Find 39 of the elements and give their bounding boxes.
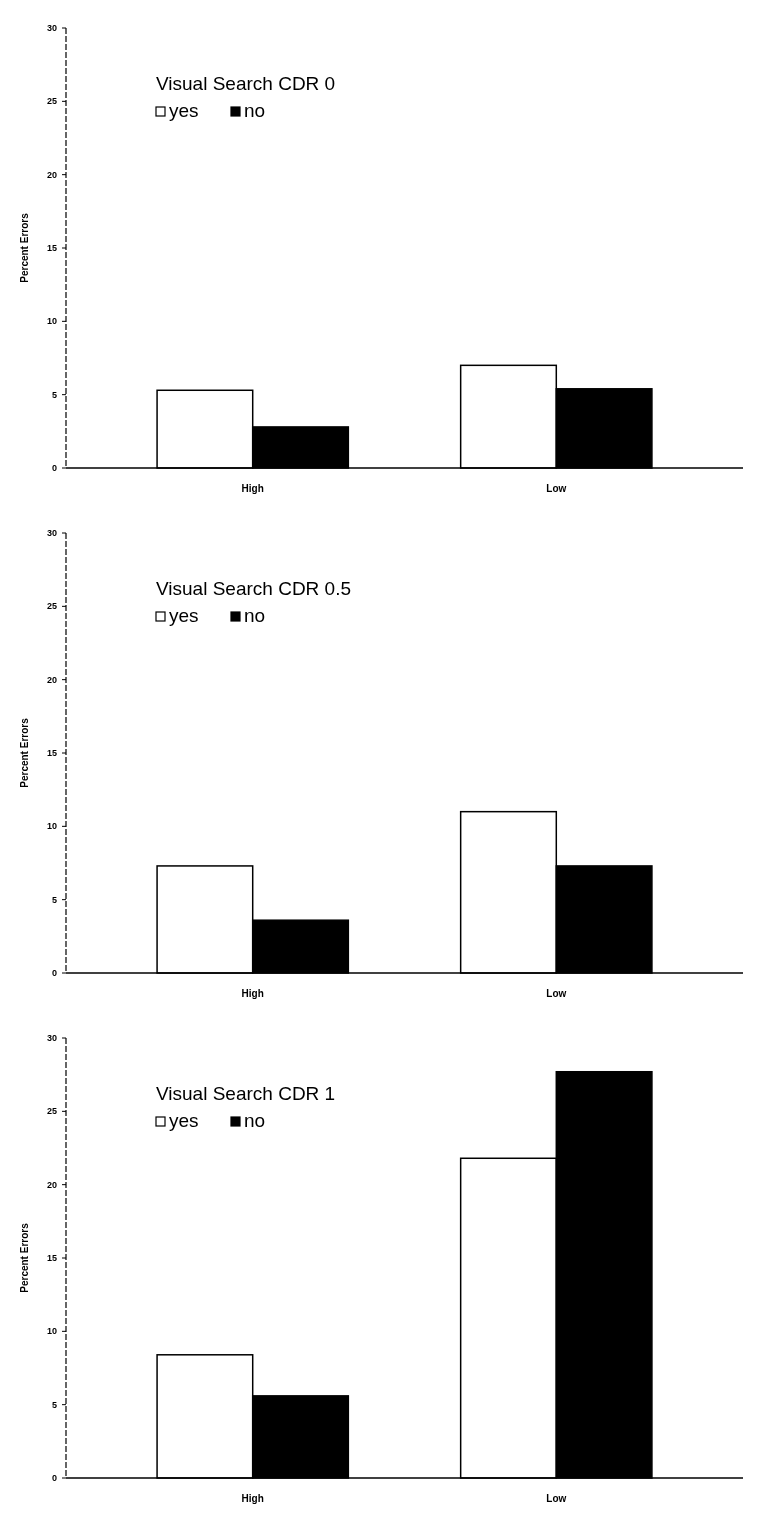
legend-label: yes (169, 605, 199, 626)
x-tick-label: High (241, 988, 264, 999)
y-tick-label: 5 (51, 1399, 57, 1410)
y-tick-label: 0 (51, 1473, 57, 1484)
x-tick-label: High (241, 1493, 264, 1504)
y-axis-title: Percent Errors (19, 1222, 30, 1293)
y-tick-label: 20 (46, 1179, 57, 1190)
y-tick-label: 10 (46, 1326, 57, 1337)
x-tick-label: High (241, 483, 264, 494)
text: Visual Search CDR 0.5 (156, 578, 352, 599)
y-tick-label: 30 (46, 23, 57, 34)
y-tick-label: 30 (46, 1033, 57, 1044)
y-tick-label: 0 (51, 463, 57, 474)
y-axis-title: Percent Errors (19, 717, 30, 788)
legend-label: no (244, 605, 266, 626)
y-tick-label: 0 (51, 968, 57, 979)
y-tick-label: 25 (46, 601, 57, 612)
y-tick-label: 10 (46, 821, 57, 832)
y-tick-label: 25 (46, 1106, 57, 1117)
x-tick-label: Low (546, 988, 567, 999)
y-tick-label: 15 (46, 243, 57, 254)
y-tick-label: 15 (46, 748, 57, 759)
y-tick-label: 30 (46, 528, 57, 539)
y-tick-label: 10 (46, 316, 57, 327)
x-tick-label: Low (546, 1493, 567, 1504)
text: Visual Search CDR 1 (156, 1083, 336, 1104)
y-tick-label: 5 (51, 389, 57, 400)
y-tick-label: 20 (46, 169, 57, 180)
legend-label: no (244, 1110, 266, 1131)
legend-label: yes (169, 1110, 199, 1131)
y-axis-title: Percent Errors (19, 212, 30, 283)
y-tick-label: 20 (46, 674, 57, 685)
legend-label: no (244, 100, 266, 121)
legend-label: yes (169, 100, 199, 121)
y-tick-label: 15 (46, 1253, 57, 1264)
x-tick-label: Low (546, 483, 567, 494)
y-tick-label: 25 (46, 96, 57, 107)
text: Visual Search CDR 0 (156, 73, 336, 94)
y-tick-label: 5 (51, 894, 57, 905)
